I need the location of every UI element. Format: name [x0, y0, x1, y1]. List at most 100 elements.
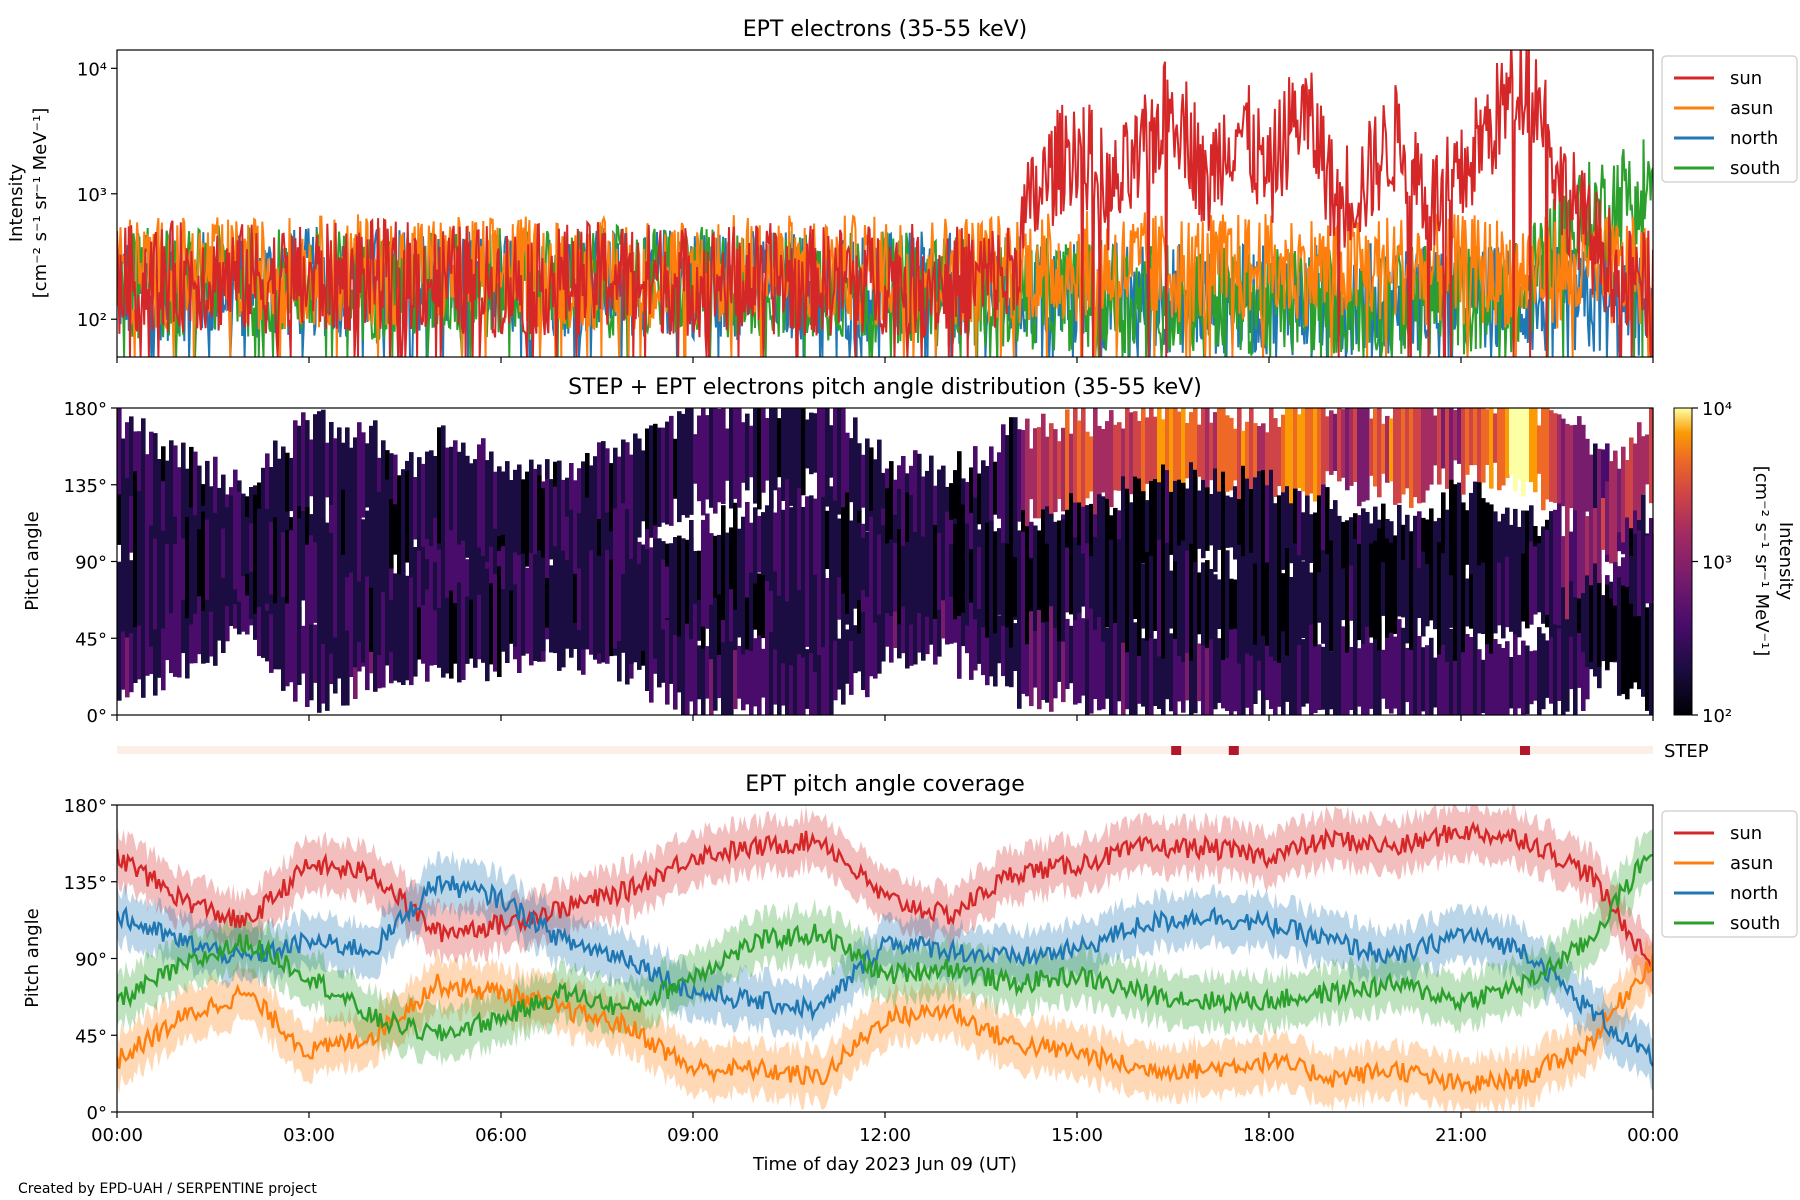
pad-cell: [953, 470, 958, 560]
pad-cell: [469, 599, 474, 659]
pad-cell: [1337, 541, 1342, 648]
pad-cell: [985, 466, 990, 521]
pad-cell: [885, 543, 890, 614]
pad-cell: [789, 507, 794, 573]
pad-cell: [1169, 408, 1174, 503]
pad-cell: [277, 585, 282, 670]
pad-cell: [1325, 416, 1330, 472]
step-coverage-strip: [117, 746, 1653, 754]
pad-cell: [477, 444, 482, 548]
pad-cell: [1533, 546, 1538, 615]
pad-cell: [1105, 545, 1110, 628]
pad-cell: [229, 495, 234, 605]
pad-cell: [1157, 539, 1162, 657]
pad-cell: [285, 530, 290, 604]
pad-cell: [1561, 536, 1566, 588]
pad-cell: [729, 527, 734, 590]
pad-cell: [1009, 525, 1014, 648]
pad-cell: [1457, 482, 1462, 591]
pad-cell: [165, 460, 170, 525]
pad-cell: [1013, 623, 1018, 671]
pad-cell: [1401, 408, 1406, 495]
pad-cell: [729, 613, 734, 715]
pad-cell: [529, 474, 534, 570]
pad-cell: [281, 571, 286, 691]
pad-cell: [1373, 631, 1378, 715]
pad-cell: [509, 480, 514, 537]
pad-cell: [1125, 531, 1130, 653]
pad-cell: [1089, 556, 1094, 609]
pad-cell: [321, 599, 326, 704]
pad-cell: [653, 539, 658, 659]
colorbar-label-line1: Intensity: [1775, 522, 1796, 601]
pad-cell: [389, 600, 394, 652]
pad-cell: [769, 624, 774, 715]
pad-cell: [1213, 574, 1218, 634]
pad-cell: [681, 556, 686, 612]
pad-cell: [301, 510, 306, 582]
pad-cell: [1317, 644, 1322, 710]
pad-cell: [813, 640, 818, 715]
pad-cell: [1505, 408, 1510, 479]
pad-cell: [1181, 632, 1186, 713]
pad-cell: [1201, 618, 1206, 715]
pad-cell: [1489, 538, 1494, 654]
pad-cell: [265, 508, 270, 604]
pad-cell: [1493, 556, 1498, 634]
pad-cell: [749, 555, 754, 652]
pad-cell: [1073, 408, 1078, 528]
pad-cell: [1401, 560, 1406, 618]
pad-cell: [1005, 543, 1010, 628]
pad-cell: [1417, 408, 1422, 504]
pad-cell: [473, 588, 478, 668]
pad-cell: [1281, 492, 1286, 570]
coverage-series-lines: [117, 820, 1653, 1096]
pad-cell: [1001, 424, 1006, 542]
pad-cell: [749, 425, 754, 478]
pad-cell: [213, 526, 218, 587]
pad-cell: [1417, 636, 1422, 715]
pad-cell: [1057, 441, 1062, 499]
pad-cell: [1217, 579, 1222, 629]
pad-cell: [245, 516, 250, 574]
y-tick-label: 10²: [77, 310, 107, 331]
pad-cell: [369, 425, 374, 527]
pad-cell: [797, 408, 802, 491]
pad-cell: [1429, 508, 1434, 588]
pad-cell: [1201, 562, 1206, 646]
pad-cell: [317, 411, 322, 527]
pad-cell: [1397, 561, 1402, 615]
pad-cell: [969, 568, 974, 680]
pad-cell: [609, 463, 614, 533]
pad-cell: [153, 498, 158, 570]
pad-cell: [621, 439, 626, 551]
pad-cell: [917, 580, 922, 653]
pad-cell: [1097, 494, 1102, 595]
pad-cell: [449, 556, 454, 622]
pad-cell: [1317, 495, 1322, 587]
pad-cell: [169, 537, 174, 614]
pad-cell: [365, 576, 370, 658]
pad-cell: [661, 559, 666, 630]
pad-cell: [1333, 549, 1338, 642]
pad-cell: [1245, 478, 1250, 571]
pad-cell: [421, 546, 426, 650]
pad-cell: [1429, 408, 1434, 485]
pad-cell: [721, 505, 726, 620]
pad-cell: [1229, 578, 1234, 630]
pad-cell: [1053, 606, 1058, 699]
colorbar-tick-label: 10⁴: [1702, 399, 1732, 420]
pad-cell: [433, 610, 438, 665]
pad-cell: [1521, 408, 1526, 497]
pad-cell: [765, 505, 770, 581]
pad-cell: [661, 621, 666, 683]
pad-cell: [469, 541, 474, 642]
pad-cell: [221, 555, 226, 653]
pad-cell: [317, 526, 322, 645]
pad-cell: [1249, 408, 1254, 510]
pad-cell: [1561, 549, 1566, 628]
pad-cell: [173, 543, 178, 603]
pad-cell: [1001, 542, 1006, 626]
pad-cell: [161, 530, 166, 629]
